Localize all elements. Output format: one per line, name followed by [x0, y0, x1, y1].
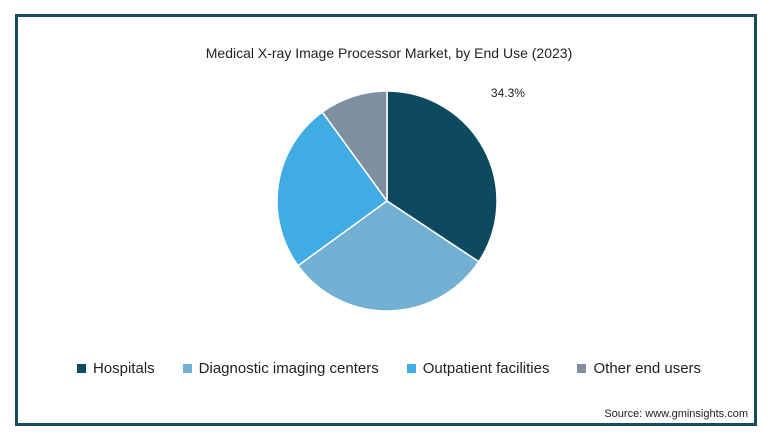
- legend-label: Hospitals: [92, 360, 155, 377]
- legend-item-other-end-users: Other end users: [577, 360, 701, 377]
- legend-item-hospitals: Hospitals: [76, 360, 155, 377]
- legend-item-outpatient-facilities: Outpatient facilities: [406, 360, 550, 377]
- pie-slice-outpatient-facilities: [276, 110, 389, 267]
- legend-label: Other end users: [593, 360, 702, 377]
- chart-legend: Hospitals Diagnostic imaging centers Outpa…: [0, 360, 778, 377]
- pie-slice-other-end-users: [321, 90, 388, 204]
- source-note: Source: www.gminsights.com: [604, 408, 748, 420]
- legend-swatch: [406, 364, 416, 373]
- legend-swatch: [182, 364, 192, 373]
- data-label-hospitals: 34.3%: [491, 86, 525, 100]
- legend-label: Outpatient facilities: [422, 360, 550, 377]
- pie-slice-diagnostic-imaging-centers: [296, 200, 480, 312]
- legend-swatch: [76, 364, 86, 373]
- legend-item-diagnostic-imaging-centers: Diagnostic imaging centers: [182, 360, 379, 377]
- legend-label: Diagnostic imaging centers: [198, 360, 379, 377]
- chart-title: Medical X-ray Image Processor Market, by…: [205, 45, 573, 61]
- legend-swatch: [577, 364, 587, 373]
